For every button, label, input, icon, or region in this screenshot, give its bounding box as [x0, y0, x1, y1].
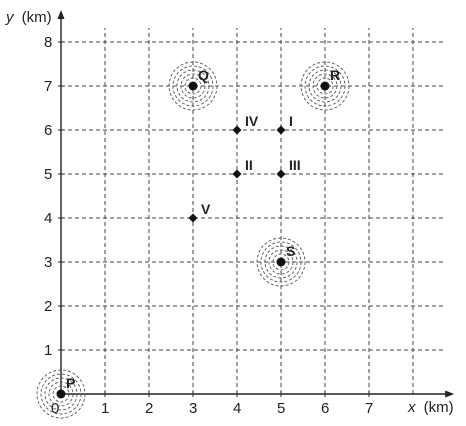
- point-label: V: [201, 201, 211, 217]
- y-axis-arrow: [58, 10, 65, 19]
- point-label: P: [66, 375, 75, 391]
- point-i: I: [277, 113, 293, 135]
- x-tick-label: 2: [145, 400, 153, 417]
- point-marker: [277, 170, 286, 179]
- x-tick-label: 7: [365, 400, 373, 417]
- point-marker: [321, 82, 330, 91]
- x-tick-label: 5: [277, 400, 285, 417]
- point-label: III: [289, 157, 301, 173]
- x-axis-variable: x: [407, 399, 416, 416]
- y-tick-label: 4: [44, 210, 52, 227]
- y-tick-label: 8: [44, 34, 52, 51]
- grid: [61, 28, 444, 394]
- y-tick-label: 5: [44, 166, 52, 183]
- y-tick-label: 6: [44, 122, 52, 139]
- point-ii: II: [233, 157, 253, 179]
- x-tick-label: 6: [321, 400, 329, 417]
- point-label: Q: [198, 67, 209, 83]
- point-marker: [277, 126, 286, 135]
- point-label: IV: [245, 113, 259, 129]
- y-axis-unit: (km): [22, 9, 52, 26]
- y-axis-label: y (km): [5, 9, 52, 26]
- y-axis-variable: y: [5, 9, 15, 26]
- point-marker: [189, 82, 198, 91]
- point-iv: IV: [233, 113, 259, 135]
- x-tick-label: 1: [101, 400, 109, 417]
- point-marker: [233, 126, 242, 135]
- y-tick-label: 3: [44, 254, 52, 271]
- point-marker: [57, 390, 66, 399]
- point-label: S: [286, 243, 295, 259]
- point-iii: III: [277, 157, 301, 179]
- point-label: I: [289, 113, 293, 129]
- x-tick-label: 4: [233, 400, 241, 417]
- point-v: V: [189, 201, 212, 223]
- point-marker: [233, 170, 242, 179]
- x-tick-label: 3: [189, 400, 197, 417]
- x-axis-label: x (km): [407, 399, 454, 416]
- point-label: II: [245, 157, 253, 173]
- x-axis-arrow: [445, 391, 454, 398]
- point-marker: [189, 214, 198, 223]
- y-tick-label: 2: [44, 298, 52, 315]
- y-tick-label: 7: [44, 78, 52, 95]
- axes: [58, 10, 455, 398]
- x-axis-unit: (km): [424, 399, 454, 416]
- y-tick-label: 1: [44, 342, 52, 359]
- point-marker: [277, 258, 286, 267]
- point-label: R: [330, 67, 340, 83]
